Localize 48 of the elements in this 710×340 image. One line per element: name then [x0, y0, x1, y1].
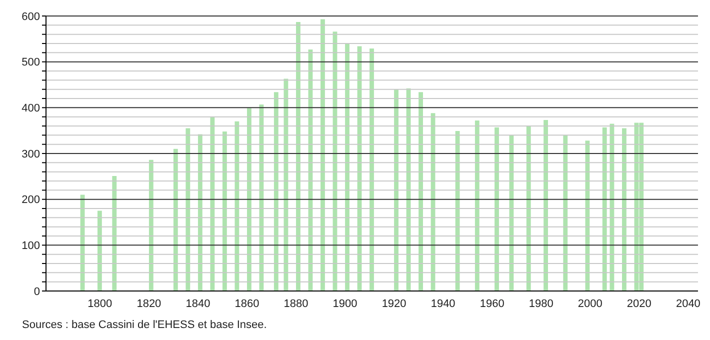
bar	[198, 134, 202, 291]
bar	[602, 127, 607, 291]
y-tick-label: 500	[22, 56, 40, 69]
y-tick-label: 400	[22, 102, 40, 115]
bar	[173, 148, 178, 291]
x-tick-label: 1940	[430, 298, 456, 310]
y-tick-label: 0	[34, 286, 40, 298]
bar	[494, 127, 499, 291]
y-tick-label: 200	[22, 194, 40, 206]
bar	[394, 89, 398, 291]
x-tick-label: 1980	[528, 298, 554, 310]
bar	[259, 104, 264, 291]
bar	[585, 140, 590, 291]
bar	[234, 121, 240, 291]
bar	[370, 48, 374, 291]
bar	[526, 126, 531, 291]
bar	[246, 108, 252, 291]
bar	[345, 44, 350, 291]
x-tick-label: 2040	[676, 298, 700, 310]
bar	[563, 135, 568, 291]
x-tick-label: 2000	[578, 298, 602, 310]
x-tick-label: 1900	[332, 298, 358, 310]
source-note: Sources : base Cassini de l'EHESS et base Insee.	[22, 319, 268, 331]
bar	[418, 92, 423, 291]
x-tick-label: 2020	[626, 298, 652, 310]
bar	[622, 128, 626, 291]
bar	[148, 160, 154, 291]
x-tick-label: 1880	[284, 298, 308, 310]
bar	[186, 128, 190, 291]
bar	[544, 120, 548, 291]
bar	[455, 131, 460, 291]
bar	[210, 116, 215, 291]
x-tick-label: 1840	[186, 298, 210, 310]
bar	[320, 19, 325, 291]
x-tick-label: 1860	[234, 298, 260, 310]
y-tick-label: 600	[22, 10, 40, 23]
bar	[222, 132, 227, 291]
x-tick-label: 1800	[88, 298, 112, 310]
bar	[474, 120, 480, 291]
bar	[97, 210, 102, 291]
y-tick-label: 300	[22, 148, 40, 160]
bar	[274, 92, 278, 291]
x-tick-label: 1960	[480, 298, 504, 310]
bar	[112, 176, 117, 291]
x-tick-label: 1920	[382, 298, 406, 310]
y-tick-label: 100	[22, 240, 40, 252]
bar	[296, 22, 300, 291]
x-tick-label: 1820	[136, 298, 162, 310]
